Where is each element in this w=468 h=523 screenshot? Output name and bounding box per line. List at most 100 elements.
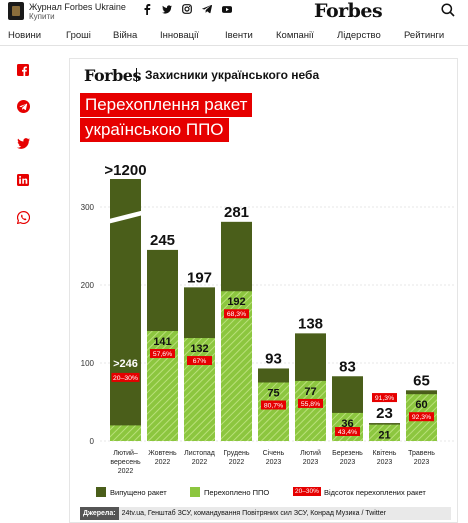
share-facebook-icon[interactable]	[16, 63, 30, 77]
category-label: 2022	[192, 459, 208, 466]
legend-percent-label: Відсоток перехоплених ракет	[324, 488, 426, 497]
category-label: вересень	[110, 459, 141, 466]
percent-label: 57,6%	[153, 351, 172, 358]
nav-item-companies[interactable]: Компанії	[276, 30, 314, 41]
nav-item-leadership[interactable]: Лідерство	[337, 30, 381, 41]
percent-label: 92,3%	[412, 414, 431, 421]
legend-launched-swatch	[96, 487, 106, 497]
intercepted-value-label: 60	[415, 399, 427, 411]
category-label: 2022	[229, 459, 245, 466]
percent-badge	[187, 356, 212, 366]
y-tick-label: 300	[81, 203, 95, 212]
nav-item-innovations[interactable]: Інновації	[160, 30, 199, 41]
category-label: 2022	[155, 459, 171, 466]
intercepted-value-label: 132	[190, 343, 208, 355]
percent-badge	[261, 400, 286, 410]
nav-item-news[interactable]: Новини	[8, 30, 42, 41]
percent-label: 91,3%	[375, 395, 394, 402]
share-whatsapp-icon[interactable]	[16, 210, 30, 224]
category-label: Травень	[408, 450, 435, 457]
legend-launched-label: Випущено ракет	[110, 488, 167, 497]
legend-intercepted-swatch	[190, 487, 200, 497]
nav-item-ratings[interactable]: Рейтинги	[404, 30, 445, 41]
percent-badge	[409, 412, 434, 422]
intercepted-bar	[110, 425, 141, 441]
source-text: 24tv.ua, Генштаб ЗСУ, командування Повіт…	[121, 510, 386, 517]
source-label: Джерела:	[80, 507, 119, 520]
category-label: 2023	[340, 459, 356, 466]
category-label: 2023	[303, 459, 319, 466]
percent-badge	[224, 309, 249, 319]
facebook-icon[interactable]	[142, 3, 152, 15]
intercepted-bar	[295, 380, 326, 441]
category-label: 2023	[377, 459, 393, 466]
percent-label: 67%	[193, 358, 207, 365]
launched-value-label: 83	[339, 358, 356, 375]
category-label: 2023	[414, 459, 430, 466]
telegram-icon[interactable]	[202, 3, 212, 15]
intercepted-bar	[369, 424, 400, 441]
youtube-icon[interactable]	[222, 3, 232, 15]
legend-percent-sample: 20–30%	[293, 487, 321, 496]
nav-item-war[interactable]: Війна	[113, 30, 138, 41]
intercepted-value-label: 77	[304, 386, 316, 398]
infographic-brand: Forbes	[84, 66, 141, 85]
legend-intercepted-label: Перехоплено ППО	[204, 488, 270, 497]
y-tick-label: 100	[81, 359, 95, 368]
intercepted-value-label: 192	[227, 296, 245, 308]
intercepted-value-label: 141	[153, 336, 171, 348]
percent-label: 68,3%	[227, 311, 246, 318]
infographic-card: Forbes Захисники українського неба Перех…	[69, 58, 458, 523]
twitter-icon[interactable]	[162, 3, 172, 15]
intercept-bar-chart: 0 100 200 300 >1200 >246 20–30% Лютий– вересень…	[81, 162, 454, 475]
share-twitter-icon[interactable]	[16, 136, 30, 150]
percent-label: 80,7%	[264, 403, 283, 410]
infographic-subtitle: Захисники українського неба	[145, 68, 320, 82]
chart-legend: Випущено ракет Перехоплено ППО 20–30% Ві…	[70, 483, 459, 501]
y-tick-label: 0	[90, 437, 95, 446]
y-tick-label: 200	[81, 281, 95, 290]
intercepted-value-label: >246	[113, 358, 138, 370]
source-note: Джерела: 24tv.ua, Генштаб ЗСУ, командуван…	[80, 507, 451, 520]
share-telegram-icon[interactable]	[16, 99, 30, 113]
main-nav: Новини Гроші Війна Інновації Івенти Комп…	[0, 26, 468, 46]
magazine-title[interactable]: Журнал Forbes Ukraine	[29, 2, 126, 12]
category-label: Жовтень	[148, 450, 177, 457]
magazine-cover-icon[interactable]	[8, 2, 24, 20]
category-label: 2022	[118, 468, 134, 475]
top-bar: Журнал Forbes Ukraine Купити Forbes	[0, 0, 468, 24]
nav-item-events[interactable]: Івенти	[225, 30, 253, 41]
infographic-title-line2: українською ППО	[80, 118, 229, 142]
intercepted-bar	[332, 412, 363, 441]
intercepted-bar	[258, 382, 289, 441]
category-label: Березень	[332, 450, 363, 457]
category-label: Лютий–	[113, 449, 138, 457]
percent-badge	[372, 393, 397, 403]
instagram-icon[interactable]	[182, 3, 192, 15]
percent-label: 43,4%	[338, 429, 357, 436]
axis-break	[107, 210, 144, 225]
percent-badge	[111, 372, 140, 382]
launched-value-label: 65	[413, 372, 430, 389]
launched-value-label: 23	[376, 405, 393, 422]
intercepted-value-label: 36	[341, 418, 353, 430]
intercepted-bar	[184, 338, 215, 441]
launched-value-label: 197	[187, 269, 212, 286]
social-links	[142, 3, 232, 15]
percent-badge	[335, 427, 360, 436]
nav-item-money[interactable]: Гроші	[66, 30, 91, 41]
title-divider	[136, 68, 137, 82]
launched-value-label: 138	[298, 315, 323, 332]
launched-value-label: 281	[224, 204, 249, 221]
percent-label: 20–30%	[113, 375, 138, 382]
forbes-logo[interactable]: Forbes	[314, 0, 383, 22]
category-label: Лютий	[300, 449, 321, 457]
category-label: Січень	[263, 449, 285, 457]
intercepted-value-label: 21	[378, 430, 390, 442]
buy-link[interactable]: Купити	[29, 12, 55, 21]
search-icon[interactable]	[441, 3, 455, 17]
share-linkedin-icon[interactable]	[16, 173, 30, 187]
intercepted-value-label: 75	[267, 388, 279, 400]
percent-badge	[150, 349, 175, 359]
launched-bar	[110, 179, 141, 441]
